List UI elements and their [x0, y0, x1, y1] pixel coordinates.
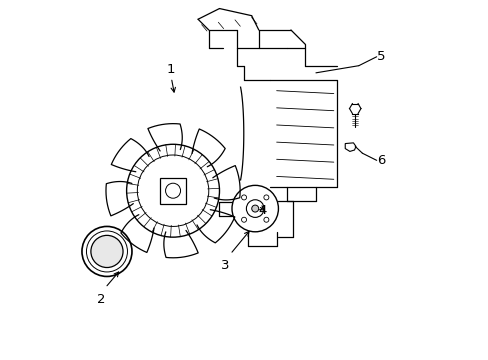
Circle shape — [251, 205, 258, 212]
Text: 3: 3 — [220, 259, 229, 272]
Text: 1: 1 — [167, 63, 175, 76]
Text: 4: 4 — [258, 204, 266, 217]
Text: 6: 6 — [376, 154, 384, 167]
Circle shape — [91, 235, 123, 267]
Text: 2: 2 — [97, 293, 105, 306]
Text: 5: 5 — [376, 50, 385, 63]
